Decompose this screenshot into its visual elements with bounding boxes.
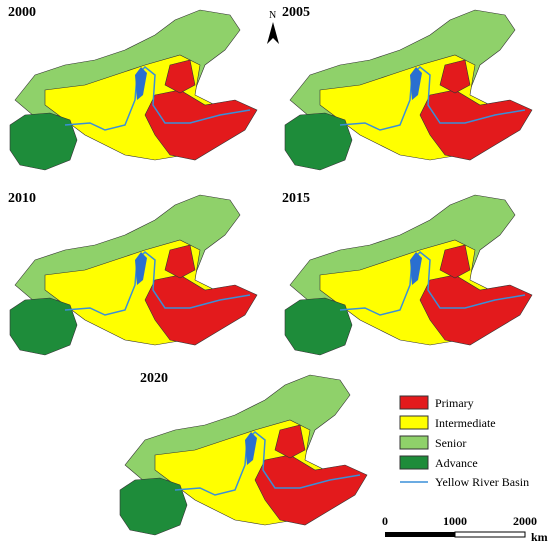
year-label: 2010 — [8, 191, 36, 206]
year-label: 2020 — [140, 371, 168, 386]
map-2015 — [284, 194, 533, 356]
legend-label: Intermediate — [435, 416, 496, 430]
scale-tick: 2000 — [513, 514, 537, 528]
legend-label: Advance — [435, 456, 478, 470]
scale-tick: 0 — [382, 514, 388, 528]
scale-tick: 1000 — [443, 514, 467, 528]
scale-segment — [385, 532, 455, 537]
scale-unit: km — [531, 530, 548, 544]
legend-swatch — [399, 415, 429, 430]
scale-segment — [454, 531, 526, 538]
legend-label: Yellow River Basin — [435, 475, 529, 489]
year-label: 2000 — [8, 5, 36, 20]
year-label: 2005 — [282, 5, 310, 20]
legend-label: Senior — [435, 436, 466, 450]
legend-swatch — [399, 455, 429, 470]
north-label: N — [269, 10, 276, 21]
legend-swatch — [399, 395, 429, 410]
north-arrow — [267, 22, 279, 44]
legend: Primary Intermediate Senior Advance Yell… — [399, 395, 529, 489]
legend-swatch — [399, 435, 429, 450]
scale-bar: 0 1000 2000 km — [382, 514, 548, 544]
year-label: 2015 — [282, 191, 310, 206]
map-2010 — [9, 194, 258, 356]
map-2005 — [284, 9, 533, 171]
legend-label: Primary — [435, 396, 474, 410]
map-2020 — [119, 374, 368, 536]
map-2000 — [9, 9, 258, 171]
